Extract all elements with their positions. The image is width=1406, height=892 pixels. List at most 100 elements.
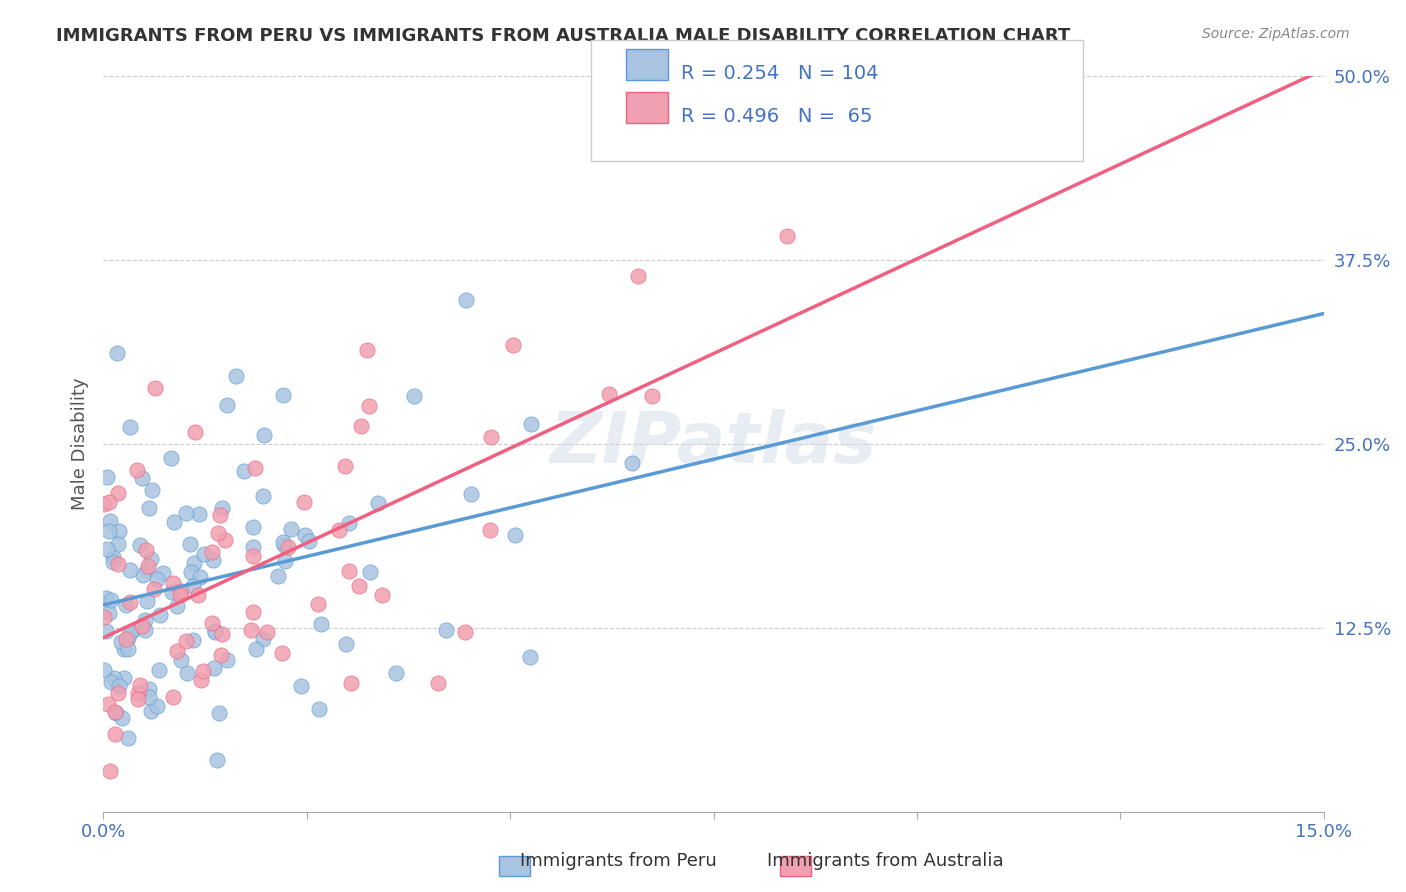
Text: Source: ZipAtlas.com: Source: ZipAtlas.com: [1202, 27, 1350, 41]
Point: [434, 624, 457, 638]
Point: [110, 635, 132, 649]
Point: [292, 495, 315, 509]
Point: [356, 343, 378, 358]
Point: [107, 486, 129, 500]
Point: [169, 588, 191, 602]
Point: [252, 632, 274, 646]
Point: [184, 425, 207, 439]
Text: Immigrants from Peru: Immigrants from Peru: [520, 852, 717, 870]
Point: [271, 535, 294, 549]
Point: [128, 678, 150, 692]
Point: [96, 624, 118, 639]
Point: [204, 624, 226, 639]
Point: [93, 664, 115, 678]
Point: [112, 642, 135, 657]
Point: [131, 619, 153, 633]
Point: [503, 527, 526, 541]
Point: [100, 674, 122, 689]
Point: [96, 470, 118, 484]
Point: [180, 565, 202, 579]
Point: [141, 483, 163, 497]
Point: [128, 538, 150, 552]
Point: [427, 676, 450, 690]
Point: [101, 555, 124, 569]
Point: [141, 704, 163, 718]
Point: [404, 388, 426, 402]
Point: [93, 609, 115, 624]
Point: [136, 558, 159, 573]
Point: [112, 671, 135, 685]
Point: [121, 624, 143, 639]
Point: [240, 623, 263, 637]
Point: [519, 650, 541, 665]
Point: [181, 633, 204, 648]
Point: [111, 711, 134, 725]
Point: [107, 680, 129, 694]
Point: [502, 337, 524, 351]
Point: [371, 588, 394, 602]
Y-axis label: Male Disability: Male Disability: [72, 377, 89, 510]
Point: [187, 587, 209, 601]
Point: [166, 644, 188, 658]
Point: [626, 269, 648, 284]
Point: [350, 418, 373, 433]
Point: [209, 648, 232, 662]
Point: [253, 428, 276, 442]
Point: [211, 627, 233, 641]
Point: [347, 579, 370, 593]
Point: [621, 457, 644, 471]
Point: [267, 569, 290, 583]
Point: [190, 673, 212, 687]
Point: [367, 496, 389, 510]
Point: [520, 417, 543, 431]
Text: Immigrants from Australia: Immigrants from Australia: [768, 852, 1004, 870]
Point: [274, 554, 297, 568]
Point: [149, 608, 172, 623]
Point: [117, 641, 139, 656]
Point: [242, 549, 264, 564]
Point: [208, 508, 231, 522]
Point: [160, 585, 183, 599]
Point: [118, 624, 141, 639]
Point: [97, 697, 120, 711]
Point: [93, 497, 115, 511]
Point: [242, 605, 264, 619]
Point: [117, 632, 139, 646]
Point: [138, 501, 160, 516]
Point: [245, 642, 267, 657]
Point: [243, 461, 266, 475]
Point: [107, 557, 129, 571]
Point: [104, 726, 127, 740]
Point: [107, 686, 129, 700]
Point: [94, 591, 117, 605]
Point: [201, 545, 224, 559]
Point: [242, 520, 264, 534]
Point: [97, 606, 120, 620]
Point: [134, 623, 156, 637]
Point: [100, 514, 122, 528]
Point: [139, 551, 162, 566]
Point: [307, 597, 329, 611]
Point: [215, 653, 238, 667]
Point: [163, 516, 186, 530]
Point: [170, 653, 193, 667]
Point: [252, 489, 274, 503]
Text: R = 0.254   N = 104: R = 0.254 N = 104: [681, 64, 877, 83]
Point: [132, 567, 155, 582]
Point: [120, 563, 142, 577]
Point: [152, 566, 174, 581]
Point: [104, 706, 127, 720]
Point: [215, 398, 238, 412]
Point: [97, 524, 120, 538]
Point: [280, 522, 302, 536]
Point: [193, 547, 215, 561]
Point: [125, 463, 148, 477]
Point: [641, 389, 664, 403]
Point: [118, 595, 141, 609]
Point: [176, 666, 198, 681]
Point: [454, 624, 477, 639]
Point: [146, 698, 169, 713]
Point: [98, 494, 121, 508]
Point: [340, 676, 363, 690]
Point: [135, 543, 157, 558]
